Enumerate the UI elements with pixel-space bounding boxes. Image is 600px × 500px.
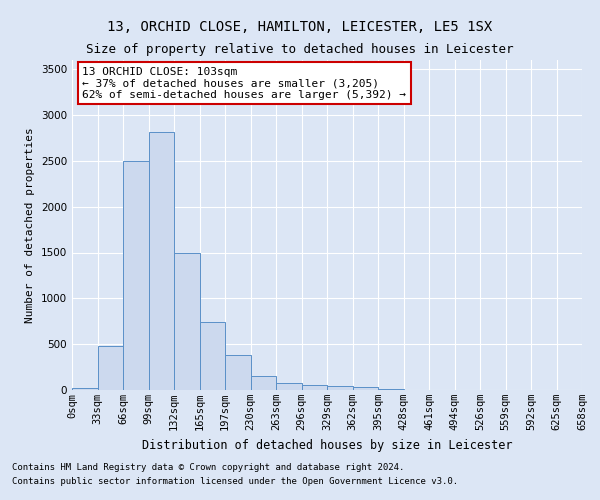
- X-axis label: Distribution of detached houses by size in Leicester: Distribution of detached houses by size …: [142, 438, 512, 452]
- Bar: [123, 161, 149, 390]
- Bar: [327, 386, 353, 390]
- Bar: [225, 355, 251, 390]
- Bar: [276, 383, 302, 390]
- Bar: [302, 385, 327, 390]
- Bar: [72, 388, 97, 390]
- Bar: [353, 387, 378, 390]
- Y-axis label: Number of detached properties: Number of detached properties: [25, 127, 35, 323]
- Bar: [97, 346, 123, 390]
- Bar: [251, 376, 276, 390]
- Bar: [149, 132, 174, 390]
- Text: Size of property relative to detached houses in Leicester: Size of property relative to detached ho…: [86, 42, 514, 56]
- Text: 13 ORCHID CLOSE: 103sqm
← 37% of detached houses are smaller (3,205)
62% of semi: 13 ORCHID CLOSE: 103sqm ← 37% of detache…: [82, 66, 406, 100]
- Text: 13, ORCHID CLOSE, HAMILTON, LEICESTER, LE5 1SX: 13, ORCHID CLOSE, HAMILTON, LEICESTER, L…: [107, 20, 493, 34]
- Text: Contains public sector information licensed under the Open Government Licence v3: Contains public sector information licen…: [12, 477, 458, 486]
- Bar: [378, 388, 404, 390]
- Bar: [199, 322, 225, 390]
- Text: Contains HM Land Registry data © Crown copyright and database right 2024.: Contains HM Land Registry data © Crown c…: [12, 464, 404, 472]
- Bar: [174, 252, 199, 390]
